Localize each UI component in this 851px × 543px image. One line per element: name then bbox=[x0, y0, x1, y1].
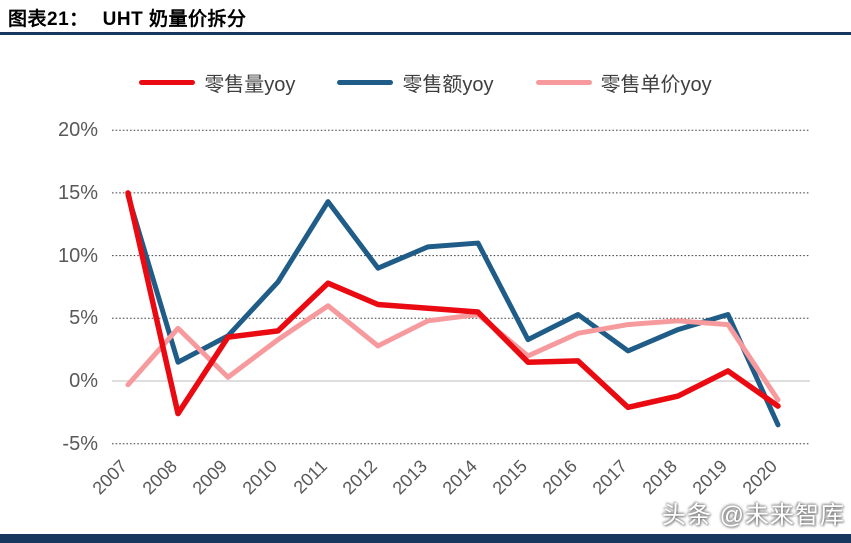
bottom-navy-bar bbox=[0, 534, 851, 543]
retail-volume-line-swatch bbox=[139, 79, 196, 85]
retail-price-line-swatch bbox=[535, 79, 592, 85]
line-retail-volume-yoy bbox=[125, 190, 781, 417]
chart-number-label: 图表21： bbox=[8, 9, 89, 30]
y-axis-label-20%: 20% bbox=[57, 119, 98, 142]
legend-item-retail-volume: 零售量yoy bbox=[139, 68, 295, 97]
legend-label-retail-value: 零售额yoy bbox=[402, 73, 494, 96]
legend-label-retail-volume: 零售量yoy bbox=[204, 73, 296, 96]
y-axis-label-15%: 15% bbox=[57, 181, 98, 204]
y-axis-label-10%: 10% bbox=[57, 244, 98, 267]
page-title: 图表21： UHT 奶量价拆分 bbox=[8, 4, 246, 31]
legend-label-retail-price: 零售单价yoy bbox=[600, 73, 712, 96]
title-divider bbox=[0, 32, 851, 35]
line-retail-value-yoy bbox=[125, 192, 781, 428]
y-axis-label-0%: 0% bbox=[69, 370, 98, 392]
chart-legend: 零售量yoy 零售额yoy 零售单价yoy bbox=[0, 66, 851, 98]
chart-title-text: UHT 奶量价拆分 bbox=[102, 9, 247, 30]
retail-value-line-swatch bbox=[337, 79, 394, 85]
y-axis-label--5%: -5% bbox=[62, 432, 98, 455]
y-axis-label-5%: 5% bbox=[69, 307, 98, 330]
watermark: 头条 @未来智库 bbox=[661, 502, 845, 529]
line-retail-price-yoy bbox=[125, 303, 781, 403]
legend-item-retail-value: 零售额yoy bbox=[337, 68, 494, 97]
legend-item-retail-price: 零售单价yoy bbox=[535, 68, 712, 97]
